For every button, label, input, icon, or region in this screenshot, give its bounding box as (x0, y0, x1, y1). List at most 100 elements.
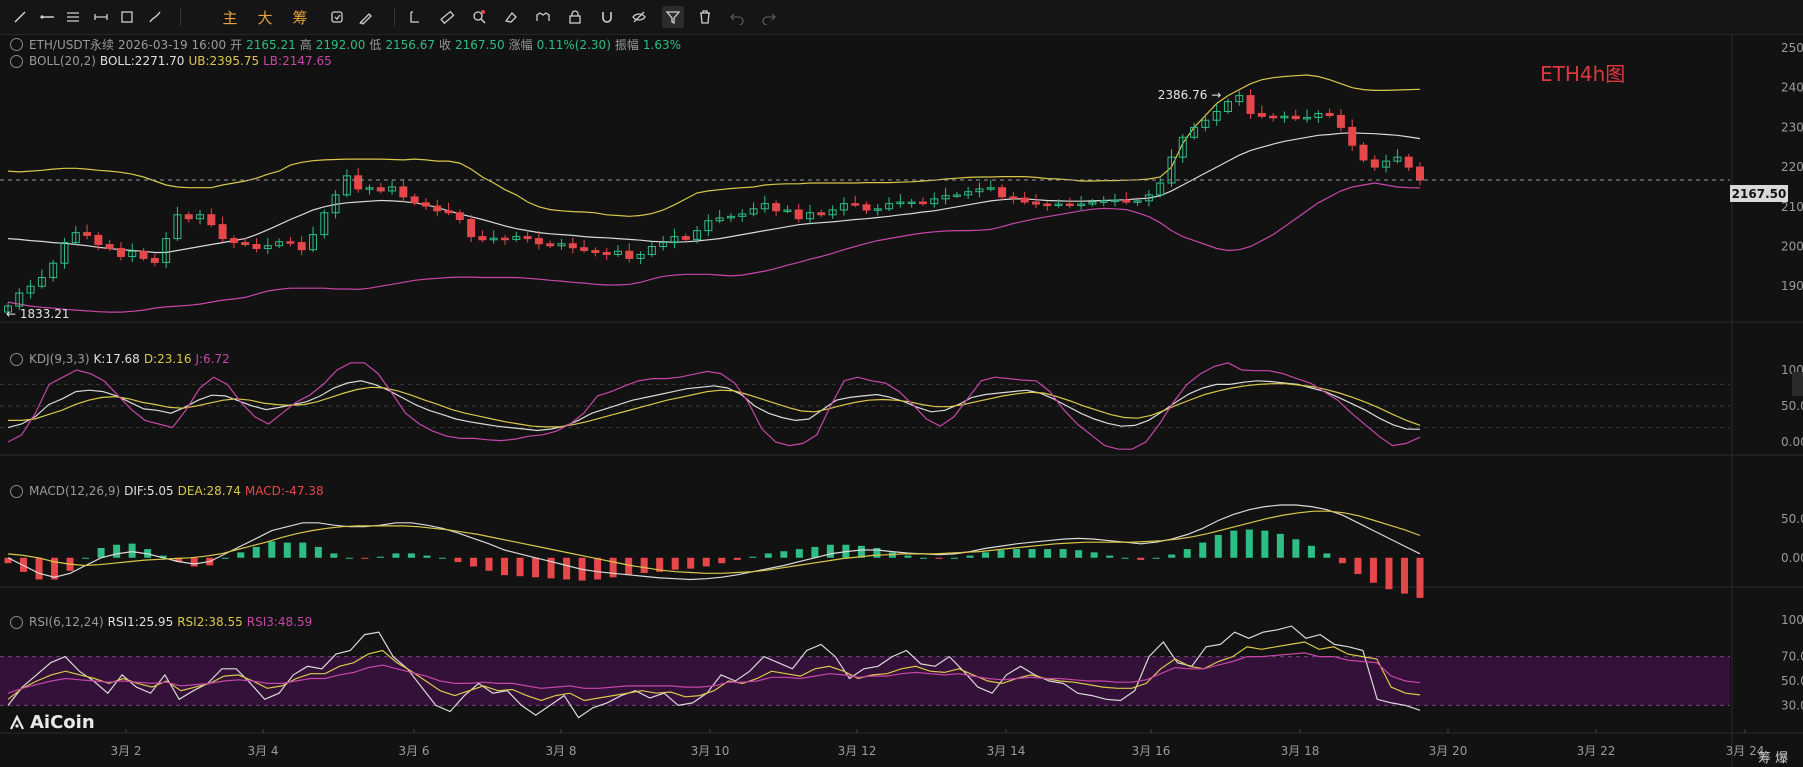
candle-body (647, 246, 656, 255)
line-tool-icon[interactable] (9, 6, 31, 28)
candle (196, 209, 205, 225)
candle-body (964, 191, 973, 196)
candle (1122, 192, 1131, 205)
logo-text: AiCoin (30, 712, 95, 733)
candle (489, 230, 498, 244)
candle (128, 243, 137, 263)
macd-histogram-bar (1292, 539, 1300, 558)
macd-dif-line (7, 504, 1421, 581)
pen-icon[interactable] (355, 6, 377, 28)
eraser-icon[interactable] (500, 6, 522, 28)
candle (37, 269, 46, 289)
bell-icon[interactable] (10, 38, 23, 51)
candle-body (1009, 196, 1018, 199)
chip-toggle[interactable]: 筹 (292, 8, 308, 27)
candle-body (907, 201, 916, 205)
redo-icon[interactable] (758, 6, 780, 28)
macd-histogram-bar (625, 557, 633, 576)
candle (873, 204, 882, 216)
macd-histogram-bar (314, 546, 322, 558)
filter-icon[interactable] (662, 6, 684, 28)
candle-body (568, 243, 577, 249)
hline-tool-icon[interactable] (62, 6, 84, 28)
macd-histogram-bar (252, 546, 260, 558)
select-icon[interactable] (404, 6, 426, 28)
brush-tool-icon[interactable] (144, 6, 166, 28)
bell-icon[interactable] (10, 484, 23, 498)
collapse-tab[interactable] (1792, 372, 1803, 396)
candle-body (1054, 203, 1063, 207)
candle (342, 169, 351, 198)
candle-body (828, 209, 837, 216)
candle (331, 190, 340, 219)
candle (1223, 98, 1232, 114)
candle-body (1359, 144, 1368, 161)
screenshot-icon[interactable] (326, 6, 348, 28)
macd-legend: MACD(12,26,9) DIF:5.05 DEA:28.74 MACD:-4… (10, 484, 324, 498)
macd-histogram-bar (733, 557, 741, 560)
candle (1043, 200, 1052, 211)
magnet-icon[interactable] (596, 6, 618, 28)
candle (986, 179, 995, 192)
candle (647, 241, 656, 257)
candle-body (83, 232, 92, 236)
macd-histogram-bar (454, 557, 462, 563)
macd-histogram-bar (438, 557, 446, 559)
ray-tool-icon[interactable] (37, 6, 59, 28)
candle (896, 194, 905, 208)
x-tick-label: 3月 6 (398, 744, 429, 758)
pattern-icon[interactable] (532, 6, 554, 28)
macd-histogram-bar (857, 545, 865, 558)
low-value: 2156.67 (385, 37, 436, 52)
candle (557, 238, 566, 250)
macd-histogram-bar (20, 557, 28, 572)
candle (862, 201, 871, 214)
measure-tool-icon[interactable] (90, 6, 112, 28)
candle-body (1291, 115, 1300, 120)
candle-body (580, 247, 589, 251)
chart-canvas[interactable]: 2500.00 2400.00 2300.00 2200.00 2100.00 2000.… (0, 34, 1803, 767)
macd-histogram-bar (997, 550, 1005, 558)
candle-body (726, 215, 735, 219)
macd-histogram-bar (1199, 542, 1207, 558)
hide-icon[interactable] (628, 6, 650, 28)
corner-toggles[interactable]: 筹 爆 (1758, 751, 1789, 766)
kdj-legend: KDJ(9,3,3) K:17.68 D:23.16 J:6.72 (10, 352, 230, 366)
candle (1382, 154, 1391, 173)
candle-body (1144, 194, 1153, 202)
macd-histogram-bar (35, 557, 43, 580)
candle (444, 202, 453, 216)
undo-icon[interactable] (726, 6, 748, 28)
big-order-toggle[interactable]: 大 (257, 8, 273, 27)
candle-body (794, 209, 803, 220)
macd-histogram-bar (1059, 549, 1067, 558)
x-tick-label: 3月 20 (1429, 744, 1468, 758)
trash-icon[interactable] (694, 6, 716, 28)
candle (478, 230, 487, 243)
candle (806, 204, 815, 225)
macd-histogram-bar (190, 557, 198, 567)
macd-histogram-bar (1276, 533, 1284, 558)
rect-tool-icon[interactable] (116, 6, 138, 28)
candle (1370, 155, 1379, 172)
kdj-j-line (7, 362, 1421, 450)
candle (218, 216, 227, 243)
candle-body (557, 243, 566, 247)
main-chart-toggle[interactable]: 主 (222, 8, 238, 27)
candle-body (218, 224, 227, 240)
candle (1393, 149, 1402, 164)
candle (602, 247, 611, 261)
kdj-k: K:17.68 (93, 352, 140, 366)
bell-icon[interactable] (10, 352, 23, 366)
lock-icon[interactable] (564, 6, 586, 28)
ruler-icon[interactable] (436, 6, 458, 28)
candle-body (229, 238, 238, 244)
bell-icon[interactable] (10, 615, 23, 629)
zoom-icon[interactable] (468, 6, 490, 28)
macd-histogram-bar (423, 555, 431, 558)
candle-body (806, 212, 815, 220)
candle-body (162, 238, 171, 263)
bell-icon[interactable] (10, 54, 23, 68)
x-tick-label: 3月 16 (1132, 744, 1171, 758)
candle-body (433, 205, 442, 212)
